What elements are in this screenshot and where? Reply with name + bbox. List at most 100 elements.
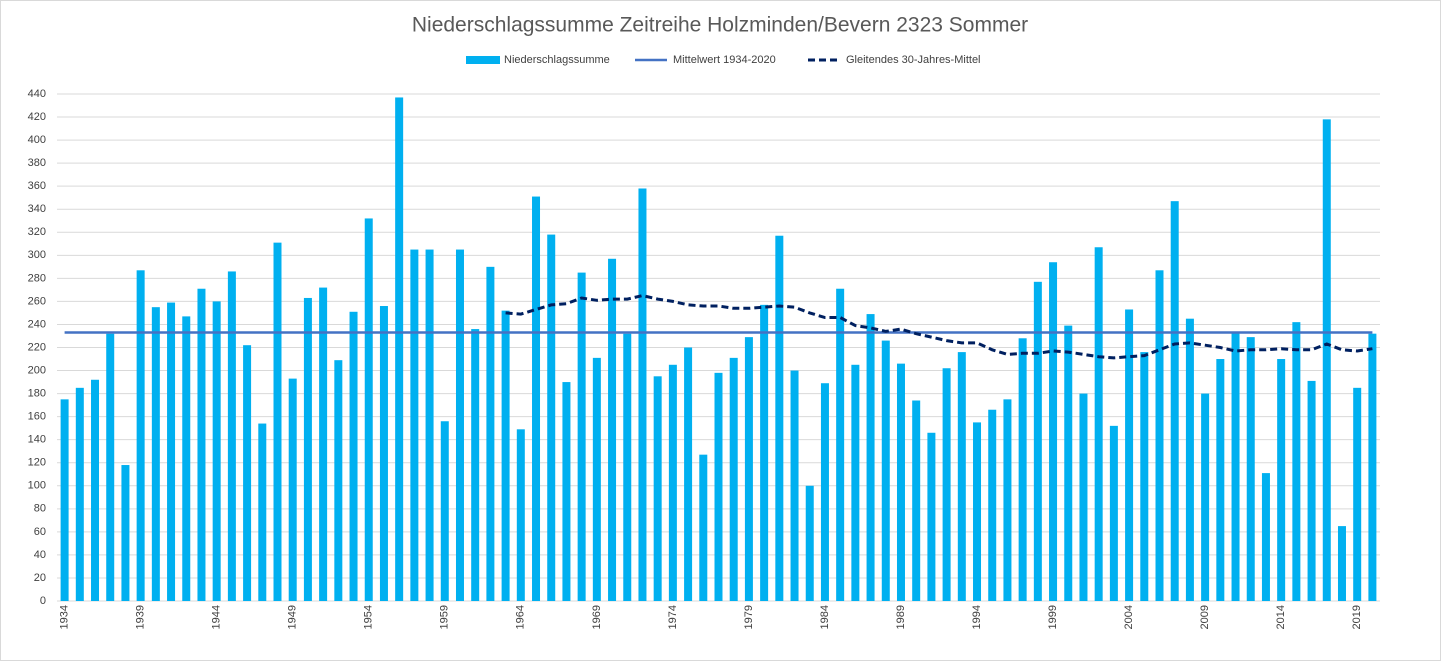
bar — [1033, 281, 1042, 601]
bar — [866, 314, 875, 601]
y-tick-label: 20 — [34, 572, 46, 584]
bar — [151, 307, 160, 601]
bar — [927, 432, 936, 601]
bar — [1216, 359, 1225, 601]
bar — [1337, 526, 1346, 601]
y-tick-label: 200 — [28, 364, 46, 376]
bar — [881, 340, 890, 601]
x-tick-label: 1974 — [667, 605, 679, 629]
bar — [136, 270, 145, 601]
legend-label: Mittelwert 1934-2020 — [673, 54, 776, 66]
x-tick-label: 1954 — [363, 605, 375, 629]
bar — [760, 304, 769, 601]
bar — [1079, 393, 1088, 601]
bar — [684, 347, 693, 601]
bar — [1353, 387, 1362, 601]
bar — [243, 345, 252, 601]
y-tick-label: 0 — [40, 595, 46, 607]
x-tick-label: 2019 — [1351, 605, 1363, 629]
bar — [212, 301, 221, 601]
bar — [608, 258, 617, 601]
bar — [1307, 380, 1316, 601]
y-tick-label: 380 — [28, 157, 46, 169]
bar — [1125, 309, 1134, 601]
bar — [790, 370, 799, 601]
bar — [775, 235, 784, 601]
bar — [319, 287, 328, 601]
bar — [182, 316, 191, 601]
bar — [334, 360, 343, 601]
bar — [106, 333, 115, 601]
y-tick-label: 260 — [28, 295, 46, 307]
bar — [1246, 337, 1255, 601]
x-tick-label: 1939 — [135, 605, 147, 629]
bar — [1322, 119, 1331, 601]
y-tick-label: 320 — [28, 226, 46, 238]
bar — [562, 382, 571, 601]
bar — [1109, 425, 1118, 601]
bar — [1201, 393, 1210, 601]
bar — [805, 485, 814, 601]
bar — [486, 266, 495, 601]
bar — [364, 218, 373, 602]
bar — [744, 337, 753, 601]
bar — [912, 400, 921, 601]
x-tick-label: 1984 — [819, 605, 831, 629]
bar — [1155, 270, 1164, 601]
y-tick-label: 280 — [28, 272, 46, 284]
x-tick-label: 1949 — [287, 605, 299, 629]
y-tick-label: 340 — [28, 203, 46, 215]
bar — [1018, 338, 1027, 601]
bar — [455, 249, 464, 601]
bar — [623, 333, 632, 601]
bar — [714, 372, 723, 601]
bar — [1368, 333, 1377, 601]
bar — [668, 364, 677, 601]
x-tick-label: 1999 — [1047, 605, 1059, 629]
bar — [1049, 262, 1058, 601]
bar — [1003, 399, 1012, 601]
bar — [273, 242, 282, 601]
bar — [1185, 318, 1194, 601]
y-tick-label: 360 — [28, 180, 46, 192]
y-tick-label: 160 — [28, 411, 46, 423]
legend-label: Niederschlagssumme — [504, 54, 610, 66]
bar — [653, 376, 662, 601]
x-tick-label: 1969 — [591, 605, 603, 629]
bar — [60, 399, 69, 601]
bar — [227, 271, 236, 601]
x-tick-label: 1944 — [211, 605, 223, 629]
y-tick-label: 100 — [28, 480, 46, 492]
bar — [91, 379, 100, 601]
y-tick-label: 440 — [28, 88, 46, 100]
bar — [638, 188, 647, 601]
y-tick-label: 40 — [34, 549, 46, 561]
bar — [1292, 322, 1301, 601]
bar — [988, 409, 997, 601]
bar — [410, 249, 419, 601]
x-tick-label: 2004 — [1123, 605, 1135, 629]
bar — [1064, 325, 1073, 601]
bar — [471, 329, 480, 601]
bar — [896, 363, 905, 601]
bar — [729, 357, 738, 601]
y-tick-label: 80 — [34, 503, 46, 515]
bar — [516, 429, 525, 601]
bar — [957, 352, 966, 601]
y-tick-label: 60 — [34, 526, 46, 538]
bar — [197, 288, 206, 601]
bar — [395, 97, 404, 601]
line-series — [505, 294, 1373, 360]
y-tick-label: 420 — [28, 111, 46, 123]
bar — [379, 306, 388, 601]
bar — [592, 357, 601, 601]
x-tick-label: 1979 — [743, 605, 755, 629]
bar — [501, 310, 510, 601]
bar — [973, 422, 982, 601]
x-tick-label: 1964 — [515, 605, 527, 629]
bar — [167, 302, 176, 601]
chart-title: Niederschlagssumme Zeitreihe Holzminden/… — [412, 14, 1028, 37]
bar — [851, 364, 860, 601]
y-tick-label: 240 — [28, 318, 46, 330]
bar — [1231, 332, 1240, 601]
